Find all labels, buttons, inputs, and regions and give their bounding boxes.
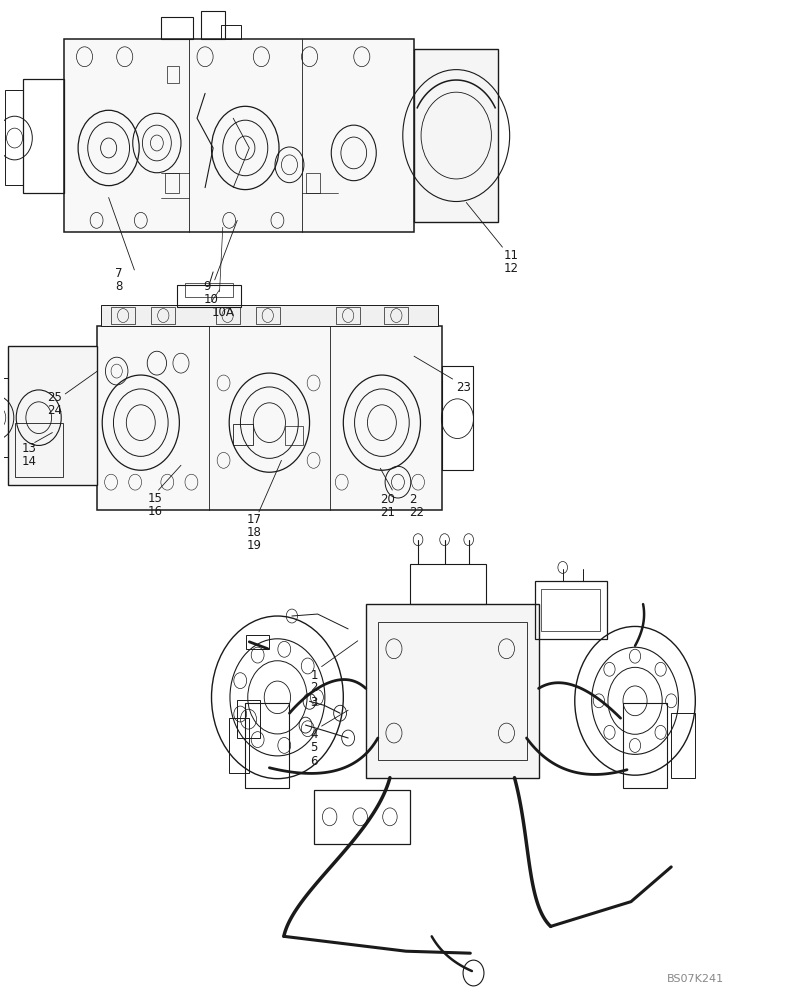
Text: 4: 4 [310, 728, 317, 741]
Bar [414, 49, 498, 222]
Bar [5, 90, 23, 185]
Bar [366, 604, 538, 778]
Bar [377, 622, 526, 760]
Text: 23: 23 [455, 381, 470, 394]
Bar [111, 307, 135, 324]
Bar [305, 173, 320, 193]
Text: 21: 21 [380, 506, 395, 519]
Bar [237, 700, 260, 738]
Text: 13: 13 [22, 442, 36, 455]
Bar [221, 25, 241, 39]
Bar [336, 307, 360, 324]
Bar [313, 790, 410, 844]
Bar [177, 285, 241, 307]
Bar [101, 305, 438, 326]
Bar [384, 307, 408, 324]
Bar [622, 703, 667, 788]
Text: 20: 20 [380, 493, 395, 506]
Text: 2: 2 [409, 493, 416, 506]
Text: 11: 11 [504, 249, 518, 262]
Text: 5: 5 [310, 741, 317, 754]
Bar [671, 713, 694, 778]
Bar [410, 564, 486, 604]
Text: 2: 2 [310, 681, 317, 694]
Text: 3: 3 [310, 696, 317, 709]
Bar [442, 366, 472, 470]
Text: 1: 1 [310, 669, 317, 682]
Bar [151, 307, 175, 324]
Text: 18: 18 [247, 526, 261, 539]
Bar [255, 307, 280, 324]
Bar [201, 11, 225, 39]
Text: 15: 15 [147, 492, 162, 505]
Text: 6: 6 [310, 755, 317, 768]
Bar [161, 17, 193, 39]
Text: 25: 25 [48, 391, 62, 404]
Bar [233, 424, 253, 445]
Text: 22: 22 [409, 506, 423, 519]
Bar [8, 346, 97, 485]
Text: 10: 10 [204, 293, 218, 306]
Bar [165, 173, 179, 193]
Text: 8: 8 [115, 280, 122, 293]
Text: 14: 14 [22, 455, 36, 468]
Bar [229, 718, 249, 773]
Text: 19: 19 [247, 539, 262, 552]
Bar [23, 79, 64, 193]
Bar [285, 426, 303, 445]
Bar [215, 307, 239, 324]
Bar [245, 703, 289, 788]
Text: 16: 16 [147, 505, 162, 518]
Bar [246, 635, 268, 649]
Bar [15, 423, 62, 477]
Text: 12: 12 [504, 262, 518, 275]
Bar [64, 39, 414, 232]
Bar [534, 581, 606, 639]
Bar [0, 378, 8, 457]
Text: 17: 17 [247, 513, 262, 526]
Text: BS07K241: BS07K241 [667, 974, 723, 984]
Text: 7: 7 [115, 267, 122, 280]
Bar [97, 326, 442, 510]
Text: 9: 9 [204, 280, 211, 293]
Text: 24: 24 [48, 404, 62, 417]
Bar [167, 66, 179, 83]
Bar [185, 283, 233, 297]
Text: 10A: 10A [211, 306, 234, 319]
Bar [540, 589, 600, 631]
